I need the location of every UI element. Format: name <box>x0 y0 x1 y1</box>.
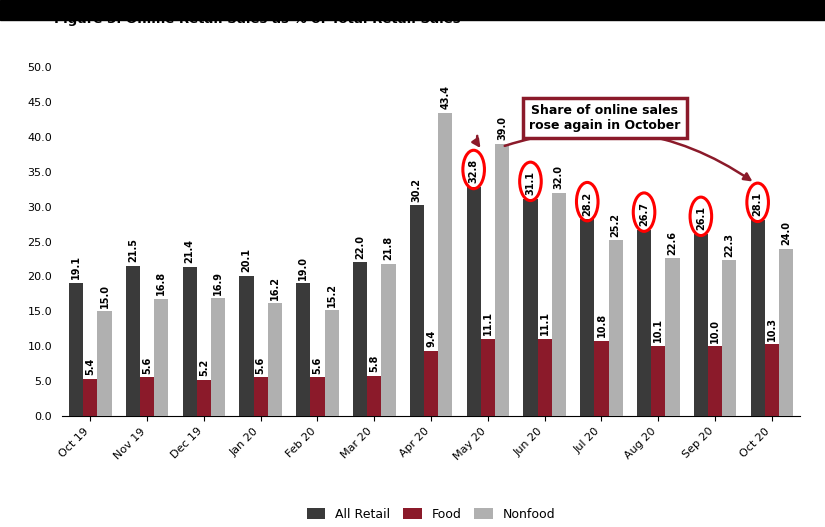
Bar <box>381 264 395 416</box>
Bar <box>609 240 623 416</box>
Text: 11.1: 11.1 <box>483 311 493 335</box>
Bar <box>523 199 538 416</box>
Bar <box>438 113 452 416</box>
Text: 10.1: 10.1 <box>653 318 663 342</box>
Bar <box>594 341 609 416</box>
Bar <box>154 299 168 416</box>
Bar <box>665 258 680 416</box>
Text: 15.2: 15.2 <box>327 282 337 307</box>
Bar <box>367 376 381 416</box>
Bar <box>182 267 197 416</box>
Text: 16.2: 16.2 <box>270 276 280 299</box>
Text: 15.0: 15.0 <box>100 284 110 308</box>
Bar <box>765 344 779 416</box>
Bar <box>694 234 708 416</box>
Bar <box>211 298 225 416</box>
Bar <box>495 143 509 416</box>
Text: 16.8: 16.8 <box>156 271 167 295</box>
Text: 21.5: 21.5 <box>128 239 138 262</box>
Bar <box>83 378 97 416</box>
Text: 19.0: 19.0 <box>299 256 309 280</box>
Bar <box>125 266 140 416</box>
Bar <box>310 377 324 416</box>
Bar <box>538 339 552 416</box>
Text: 21.4: 21.4 <box>185 239 195 263</box>
Text: 24.0: 24.0 <box>781 221 791 245</box>
Bar <box>779 249 793 416</box>
Text: 28.1: 28.1 <box>752 192 762 216</box>
Text: 26.7: 26.7 <box>639 202 649 226</box>
Text: 5.4: 5.4 <box>85 358 95 375</box>
Text: 10.0: 10.0 <box>710 319 720 343</box>
Text: 10.3: 10.3 <box>767 317 777 341</box>
Bar <box>424 350 438 416</box>
Bar <box>708 346 722 416</box>
Text: Figure 3. Online Retail Sales as % of Total Retail Sales: Figure 3. Online Retail Sales as % of To… <box>54 13 460 26</box>
Bar <box>481 339 495 416</box>
Text: 5.6: 5.6 <box>256 356 266 374</box>
Bar <box>239 276 253 416</box>
Bar <box>69 283 83 416</box>
Bar <box>637 230 651 416</box>
Text: 10.8: 10.8 <box>596 313 606 337</box>
Bar <box>268 303 282 416</box>
Text: 43.4: 43.4 <box>441 85 450 109</box>
Bar <box>197 380 211 416</box>
Bar <box>467 187 481 416</box>
Bar <box>140 377 154 416</box>
Text: 28.2: 28.2 <box>582 191 592 216</box>
Text: 32.8: 32.8 <box>469 159 478 183</box>
Text: 11.1: 11.1 <box>540 311 549 335</box>
Bar <box>253 377 268 416</box>
Bar <box>353 262 367 416</box>
Bar <box>651 346 665 416</box>
Text: Share of online sales
rose again in October: Share of online sales rose again in Octo… <box>529 104 681 132</box>
Bar <box>552 192 566 416</box>
Bar <box>751 220 765 416</box>
Text: 5.8: 5.8 <box>370 355 380 372</box>
Text: 5.2: 5.2 <box>199 359 209 376</box>
Text: 25.2: 25.2 <box>610 212 620 237</box>
Text: 22.6: 22.6 <box>667 231 677 255</box>
Text: 22.3: 22.3 <box>724 233 734 257</box>
Text: 32.0: 32.0 <box>554 165 563 189</box>
Bar <box>324 310 339 416</box>
Text: 39.0: 39.0 <box>497 116 507 140</box>
Text: 26.1: 26.1 <box>695 206 706 230</box>
Text: 21.8: 21.8 <box>384 236 394 260</box>
Bar <box>410 205 424 416</box>
Text: 19.1: 19.1 <box>71 255 81 279</box>
Bar <box>97 311 111 416</box>
Text: 22.0: 22.0 <box>355 235 365 259</box>
Legend: All Retail, Food, Nonfood: All Retail, Food, Nonfood <box>302 503 560 525</box>
Bar <box>722 260 737 416</box>
Text: 30.2: 30.2 <box>412 178 422 202</box>
Text: 16.9: 16.9 <box>213 271 223 295</box>
Bar <box>580 219 594 416</box>
Text: 5.6: 5.6 <box>313 356 323 374</box>
Text: 20.1: 20.1 <box>242 248 252 272</box>
Text: 5.6: 5.6 <box>142 356 152 374</box>
Text: 9.4: 9.4 <box>426 330 436 347</box>
Bar <box>296 284 310 416</box>
Text: 31.1: 31.1 <box>526 171 535 196</box>
